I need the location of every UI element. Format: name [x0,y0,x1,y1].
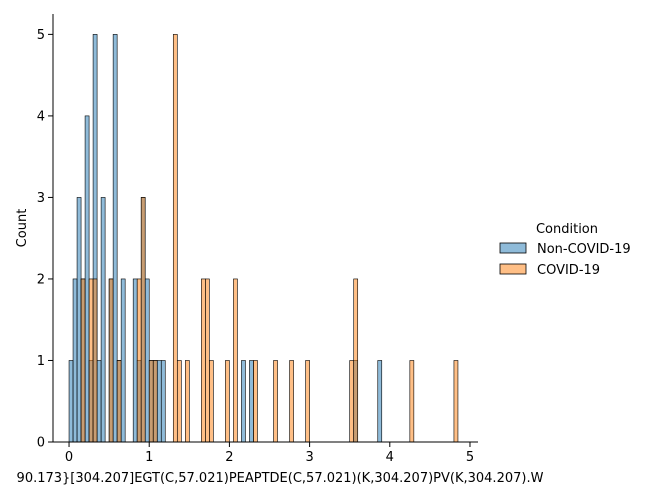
histogram-bar [453,360,459,443]
histogram-bar [152,360,158,443]
histogram-bar [176,360,182,443]
histogram-bar [172,34,178,443]
histogram-bar [140,197,146,443]
histogram-bar [156,360,162,443]
histogram-bar [144,278,150,443]
histogram-bar [205,278,210,443]
histogram-bar [209,360,214,443]
y-tick-label: 2 [37,272,45,287]
x-tick-label: 2 [225,450,233,465]
histogram-bar [72,278,78,443]
series-covid-19 [80,34,459,443]
histogram-bar [233,278,238,443]
legend-swatch-covid [499,263,527,275]
histogram-bar [84,115,90,443]
histogram-bar [241,360,246,443]
axes-layer: 0 1 2 3 4 5 0 1 2 3 4 5 [37,14,478,465]
y-tick-label: 0 [37,436,45,451]
legend: Condition Non-COVID-19 COVID-19 [499,222,631,278]
x-tick-label: 0 [65,450,73,465]
histogram-bar [225,360,230,443]
histogram-bar [349,360,355,443]
x-tick-label: 5 [466,450,474,465]
histogram-bar [273,360,278,443]
histogram-bar [92,278,98,443]
histogram-bar [132,278,138,443]
histogram-bar [108,278,114,443]
histogram-bar [377,360,383,443]
x-axis-label: 90.173}[304.207]EGT(C,57.021)PEAPTDE(C,5… [17,471,544,486]
histogram-bar [116,360,122,443]
y-axis-label: Count [15,209,30,248]
x-tick-label: 4 [386,450,394,465]
histogram-bar [185,360,190,443]
y-tick-label: 5 [37,28,45,43]
histogram-bar [160,360,166,443]
y-tick-label: 4 [37,109,45,124]
histogram-bar [289,360,294,443]
histogram-bar [68,360,74,443]
histogram-bar [100,197,106,443]
legend-title: Condition [536,222,598,237]
x-tick-label: 1 [145,450,153,465]
histogram-bar [136,278,142,443]
histogram-bar [96,360,102,443]
histogram-bar [305,360,310,443]
legend-label-covid: COVID-19 [537,263,600,278]
x-tick-label: 3 [305,450,313,465]
y-tick-label: 3 [37,191,45,206]
histogram-bar [76,197,82,443]
histogram-bar [112,34,118,443]
histogram-bar [148,360,154,443]
histogram-bar [409,360,415,443]
legend-label-non-covid: Non-COVID-19 [537,242,631,257]
histogram-bar [253,360,258,443]
y-tick-label: 1 [37,354,45,369]
histogram-bar [249,360,254,443]
legend-swatch-non-covid [499,242,527,254]
histogram-bar [120,278,126,443]
histogram-bar [201,278,206,443]
bars-layer [68,34,459,443]
histogram-bar [88,278,94,443]
histogram-bar [80,278,86,443]
histogram-bar [353,278,359,443]
